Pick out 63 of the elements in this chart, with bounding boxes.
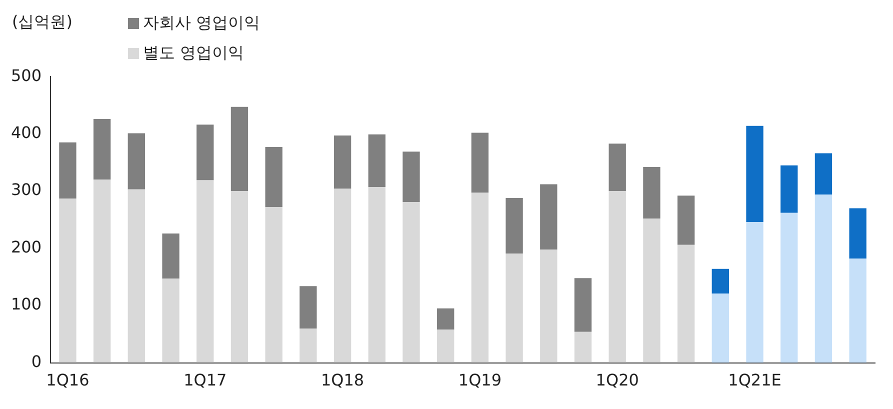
bar bbox=[677, 244, 695, 363]
bar bbox=[471, 192, 489, 363]
y-tick-label: 200 bbox=[10, 237, 42, 256]
bar bbox=[540, 249, 558, 363]
x-tick-label: 1Q17 bbox=[184, 370, 227, 390]
bar bbox=[162, 233, 180, 279]
legend-label: 별도 영업이익 bbox=[143, 42, 244, 64]
bar bbox=[162, 278, 180, 363]
x-tick-label: 1Q18 bbox=[320, 370, 364, 390]
bar bbox=[746, 222, 764, 363]
x-tick-label: 1Q19 bbox=[458, 370, 502, 390]
bar bbox=[93, 118, 111, 180]
legend-label: 자회사 영업이익 bbox=[143, 12, 260, 34]
bar bbox=[368, 187, 386, 363]
y-tick-label: 300 bbox=[10, 180, 42, 200]
bar bbox=[265, 147, 282, 208]
y-tick-label: 500 bbox=[10, 66, 42, 85]
bar bbox=[59, 198, 76, 363]
bar bbox=[265, 207, 282, 363]
bar bbox=[677, 196, 695, 245]
bar bbox=[128, 189, 146, 363]
bar bbox=[712, 268, 729, 294]
bar bbox=[300, 286, 317, 328]
y-axis-title: (십억원) bbox=[12, 12, 72, 33]
bar bbox=[540, 184, 558, 250]
bar bbox=[300, 328, 317, 363]
bar bbox=[643, 218, 660, 363]
bar bbox=[334, 136, 352, 189]
bar bbox=[437, 330, 454, 363]
bar bbox=[574, 332, 592, 363]
bar bbox=[196, 180, 214, 363]
bar bbox=[814, 153, 832, 195]
bar bbox=[59, 142, 76, 199]
x-tick-label: 1Q16 bbox=[46, 370, 90, 390]
bar bbox=[196, 124, 214, 180]
bar bbox=[506, 253, 523, 363]
bar bbox=[506, 198, 523, 254]
y-tick-label: 400 bbox=[10, 122, 42, 142]
bar bbox=[368, 134, 386, 188]
bar bbox=[849, 258, 866, 363]
bar bbox=[712, 294, 729, 363]
bar bbox=[746, 126, 764, 222]
bar bbox=[780, 212, 798, 363]
bar bbox=[814, 194, 832, 363]
bar bbox=[402, 202, 420, 363]
bar bbox=[471, 132, 489, 193]
bar bbox=[574, 278, 592, 332]
bar bbox=[334, 188, 352, 363]
bar bbox=[402, 152, 420, 202]
bar bbox=[643, 167, 660, 219]
bar bbox=[780, 165, 798, 213]
bar bbox=[128, 133, 146, 190]
bar bbox=[608, 144, 626, 192]
x-tick-label: 1Q20 bbox=[596, 370, 639, 390]
bar bbox=[849, 208, 866, 259]
bar bbox=[437, 308, 454, 330]
bar bbox=[93, 180, 111, 363]
bar bbox=[608, 191, 626, 363]
bar bbox=[230, 106, 248, 192]
x-tick-label: 1Q21E bbox=[728, 370, 782, 390]
y-tick-label: 100 bbox=[10, 294, 42, 314]
bar bbox=[230, 191, 248, 363]
y-tick-label: 0 bbox=[31, 352, 42, 371]
